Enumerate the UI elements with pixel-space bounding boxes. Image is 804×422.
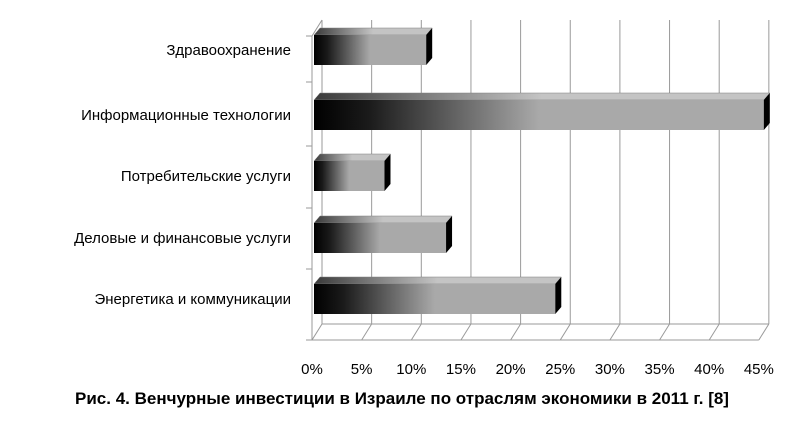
bar	[313, 215, 453, 253]
bar	[313, 92, 771, 130]
x-tick-label: 45%	[744, 361, 774, 378]
bar-top-face	[313, 27, 433, 36]
bar-front-face	[314, 100, 764, 130]
chart-area: Здравоохранение Информационные технологии…	[74, 19, 774, 378]
category-label: Информационные технологии	[81, 107, 291, 124]
floor-line	[361, 323, 373, 341]
x-tick-label: 5%	[351, 361, 373, 378]
bar-front-face	[314, 35, 427, 65]
floor-line	[510, 323, 522, 341]
floor-line	[559, 323, 571, 341]
floor-line	[410, 323, 422, 341]
x-tick-label: 0%	[301, 361, 323, 378]
x-tick-label: 20%	[496, 361, 526, 378]
bar-chart: Здравоохранение Информационные технологии…	[74, 19, 774, 378]
category-label: Потребительские услуги	[121, 168, 291, 185]
bar	[313, 27, 433, 65]
bar-end-face	[384, 154, 391, 191]
bar-end-face	[763, 93, 770, 130]
bar-end-face	[426, 28, 433, 65]
x-tick-label: 25%	[545, 361, 575, 378]
bar-top-face	[313, 153, 392, 162]
floor-line	[659, 323, 670, 341]
x-tick-label: 10%	[396, 361, 426, 378]
bar-front-face	[314, 223, 447, 253]
figure-caption: Рис. 4. Венчурные инвестиции в Израиле п…	[75, 389, 729, 408]
bar-top-face	[313, 276, 562, 285]
floor-line	[311, 323, 323, 341]
wall-top-edge	[311, 19, 323, 37]
bar-top-face	[313, 215, 453, 224]
bar-end-face	[555, 277, 562, 314]
x-tick-label: 30%	[595, 361, 625, 378]
bar-front-face	[314, 284, 556, 314]
category-label: Деловые и финансовые услуги	[74, 230, 291, 247]
floor-line	[708, 323, 720, 341]
bar-top-face	[313, 92, 771, 101]
floor-line	[758, 323, 770, 341]
bar-front-face	[314, 161, 385, 191]
bar	[313, 276, 562, 314]
category-label: Энергетика и коммуникации	[94, 291, 291, 308]
floor-line	[609, 323, 621, 341]
x-tick-label: 15%	[446, 361, 476, 378]
bar	[313, 153, 392, 191]
floor-line	[460, 323, 472, 341]
bar-end-face	[446, 216, 453, 253]
x-tick-label: 35%	[645, 361, 675, 378]
category-label: Здравоохранение	[166, 42, 291, 59]
x-tick-label: 40%	[694, 361, 724, 378]
